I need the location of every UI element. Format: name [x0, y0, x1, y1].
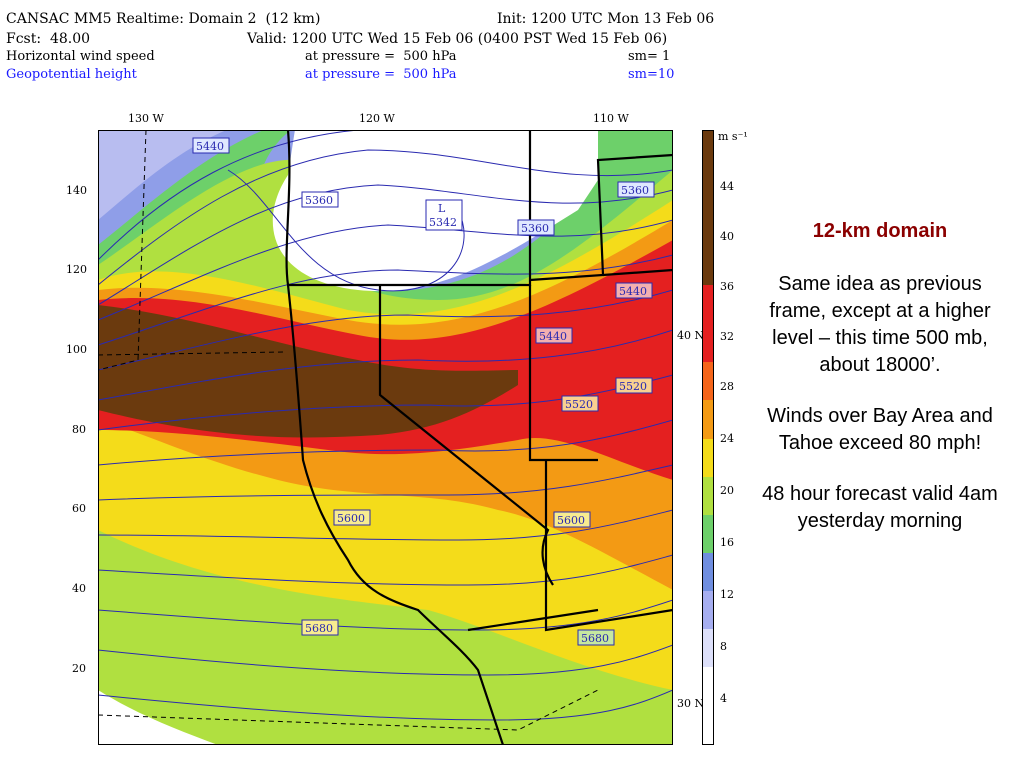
colorbar-label: 40: [720, 230, 734, 243]
header-valid: Valid: 1200 UTC Wed 15 Feb 06 (0400 PST …: [247, 31, 668, 47]
colorbar: m s⁻¹ 44 40 36 32 28 24 20 16 12 8 4: [702, 130, 748, 745]
y-tick-40: 40: [72, 582, 86, 595]
contour-label: 5600: [557, 514, 585, 527]
map-frame: [98, 130, 673, 745]
contour-label: 5520: [619, 380, 647, 393]
lat-mark-30n: 30 N: [677, 697, 705, 710]
y-tick-20: 20: [72, 662, 86, 675]
colorbar-label: 44: [720, 180, 734, 193]
y-tick-100: 100: [66, 343, 87, 356]
colorbar-label: 36: [720, 280, 734, 293]
contour-label: 5440: [619, 285, 647, 298]
lon-tick-120w: 120 W: [359, 112, 395, 125]
y-tick-140: 140: [66, 184, 87, 197]
colorbar-label: 16: [720, 536, 734, 549]
contour-label: 5680: [581, 632, 609, 645]
lat-mark-40n: 40 N: [677, 329, 705, 342]
panel-paragraph-3: 48 hour forecast valid 4am yesterday mor…: [762, 483, 998, 532]
colorbar-swatches: [702, 130, 714, 745]
band-brown: [98, 305, 518, 438]
low-marker: L: [438, 202, 446, 215]
contour-label: 5360: [305, 194, 333, 207]
wind-speed-map: 5440 5360 L 5342 5360 5360 5440 5440 552…: [98, 130, 673, 745]
y-tick-120: 120: [66, 263, 87, 276]
colorbar-unit: m s⁻¹: [718, 130, 748, 143]
field1-sm: sm= 1: [628, 49, 671, 64]
header-fcst: Fcst: 48.00: [6, 31, 91, 47]
contour-label: 5440: [196, 140, 224, 153]
y-tick-80: 80: [72, 423, 86, 436]
contour-label: 5680: [305, 622, 333, 635]
annotation-panel: 12-km domain Same idea as previous frame…: [748, 220, 1012, 559]
field2-sm: sm=10: [628, 67, 675, 82]
colorbar-label: 20: [720, 484, 734, 497]
panel-title: 12-km domain: [812, 220, 948, 242]
lon-tick-130w: 130 W: [128, 112, 164, 125]
y-tick-60: 60: [72, 502, 86, 515]
field1-level: at pressure = 500 hPa: [305, 49, 457, 64]
band-white-sw: [98, 690, 218, 745]
header-init: Init: 1200 UTC Mon 13 Feb 06: [497, 11, 715, 27]
field2-level: at pressure = 500 hPa: [305, 67, 457, 82]
contour-label: 5342: [429, 216, 457, 229]
state-borders: [285, 130, 673, 745]
panel-paragraph-1: Same idea as previous frame, except at a…: [769, 273, 991, 376]
contour-label: 5600: [337, 512, 365, 525]
colorbar-label: 28: [720, 380, 734, 393]
panel-paragraph-2: Winds over Bay Area and Tahoe exceed 80 …: [767, 405, 993, 454]
contour-label: 5440: [539, 330, 567, 343]
height-contours: [98, 130, 673, 721]
colorbar-label: 8: [720, 640, 727, 653]
contour-label: 5360: [521, 222, 549, 235]
field2-name: Geopotential height: [6, 67, 137, 82]
colorbar-label: 32: [720, 330, 734, 343]
contour-label-group: 5440 5360 L 5342 5360 5360 5440 5440 552…: [192, 137, 655, 646]
header-title: CANSAC MM5 Realtime: Domain 2 (12 km): [6, 11, 321, 27]
colorbar-label: 12: [720, 588, 734, 601]
field1-name: Horizontal wind speed: [6, 49, 155, 64]
plot-header: CANSAC MM5 Realtime: Domain 2 (12 km) In…: [0, 0, 770, 90]
lon-tick-110w: 110 W: [593, 112, 629, 125]
contour-label: 5520: [565, 398, 593, 411]
colorbar-label: 4: [720, 692, 727, 705]
colorbar-label: 24: [720, 432, 734, 445]
domain-lines: [98, 130, 599, 731]
contour-label: 5360: [621, 184, 649, 197]
